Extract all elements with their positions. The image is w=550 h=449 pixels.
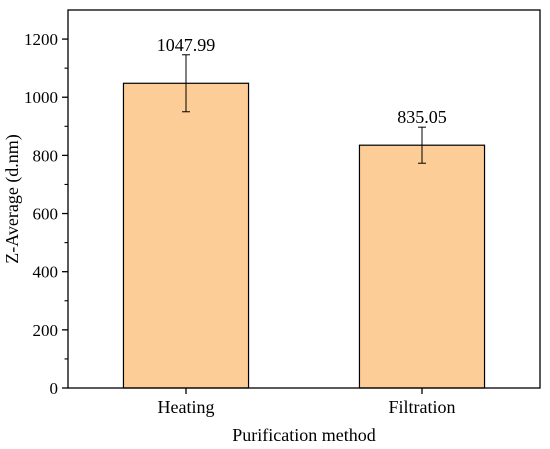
- y-axis-ticks: 0 200 400 600 800 1000 1200: [24, 30, 68, 398]
- bar-filtration: [358, 144, 486, 389]
- y-tick-label: 400: [33, 263, 59, 282]
- x-axis-categories: Heating Filtration: [158, 388, 456, 417]
- plot-frame: [67, 9, 541, 389]
- data-label-heating: 1047.99: [157, 35, 216, 55]
- y-tick-label: 600: [33, 205, 59, 224]
- y-tick-label: 1000: [24, 88, 58, 107]
- data-label-filtration: 835.05: [397, 107, 447, 127]
- y-tick-label: 200: [33, 321, 59, 340]
- axes: [67, 9, 541, 389]
- y-tick-label: 0: [50, 379, 59, 398]
- y-tick-label: 1200: [24, 30, 58, 49]
- x-tick-label-filtration: Filtration: [389, 397, 456, 417]
- y-tick-label: 800: [33, 146, 59, 165]
- x-tick-label-heating: Heating: [158, 397, 215, 417]
- bars: [122, 82, 486, 389]
- y-axis-title: Z-Average (d.nm): [2, 134, 23, 264]
- data-labels: 1047.99 835.05: [157, 35, 447, 127]
- error-bars: [182, 54, 426, 164]
- x-axis-title: Purification method: [232, 425, 375, 445]
- bar-heating: [122, 82, 250, 389]
